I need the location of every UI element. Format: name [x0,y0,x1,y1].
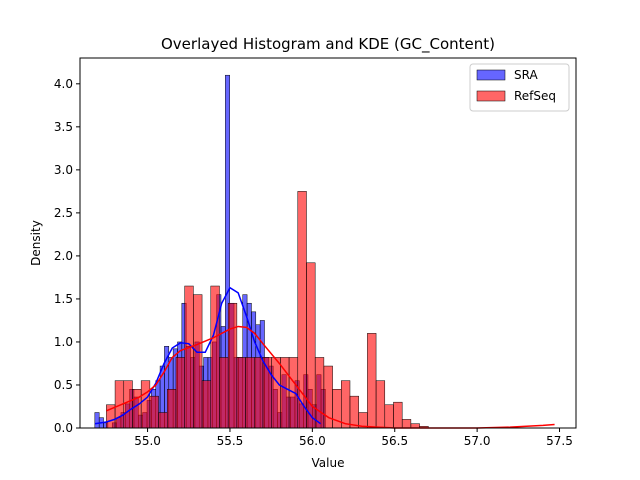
x-axis-label: Value [312,456,345,470]
refseq-bar [401,419,412,429]
y-tick-label: 2.0 [54,249,73,263]
plot-frame [79,57,577,429]
refseq-bar [167,389,177,429]
y-tick-label: 4.0 [54,77,73,91]
y-tick-label: 3.0 [54,163,73,177]
legend-entry-refseq: RefSeq [514,89,556,103]
refseq-bar [219,357,229,429]
legend-entry-sra: SRA [514,68,538,82]
y-axis-ticks: 0.0 0.5 1.0 1.5 2.0 2.5 3.0 3.5 4.0 [54,77,80,435]
refseq-bar [271,357,281,429]
refseq-bar [210,285,220,429]
x-tick-label: 56.5 [381,434,408,448]
refseq-bar [201,380,212,429]
x-axis-ticks: 55.0 55.5 56.0 56.5 57.0 57.5 [134,428,573,448]
x-tick-label: 56.0 [299,434,326,448]
refseq-bar [158,412,168,429]
refseq-bar [227,302,238,429]
y-tick-label: 1.0 [54,335,73,349]
x-tick-label: 57.5 [546,434,573,448]
y-tick-label: 2.5 [54,206,73,220]
x-tick-label: 57.0 [464,434,491,448]
y-axis-label: Density [29,220,43,266]
x-tick-label: 55.0 [134,434,161,448]
legend-swatch [476,90,506,102]
y-tick-label: 0.5 [54,378,73,392]
refseq-bar [280,357,290,429]
refseq-bar [149,395,159,429]
refseq-bar [140,380,151,429]
refseq-bar [393,401,403,429]
refseq-bar [254,357,264,429]
refseq-bar [375,380,386,429]
refseq-bar [349,395,359,429]
histogram-bars [94,74,429,429]
refseq-bar [123,380,133,429]
sra-bar [94,412,100,429]
refseq-bar [341,380,351,429]
legend-swatch [476,69,506,81]
y-tick-label: 3.5 [54,120,73,134]
refseq-bar [306,262,316,429]
refseq-bar [175,357,185,429]
refseq-bar [314,357,325,429]
refseq-bar [236,357,246,429]
refseq-bar [132,389,142,429]
y-tick-label: 0.0 [54,421,73,435]
y-tick-label: 1.5 [54,292,73,306]
refseq-bar [184,285,194,429]
sra-kde-line [94,286,322,425]
refseq-bar [193,294,203,429]
x-tick-label: 55.5 [217,434,244,448]
refseq-bar [367,333,377,429]
legend: SRA RefSeq [469,63,570,112]
chart-title: Overlayed Histogram and KDE (GC_Content) [161,35,495,54]
refseq-bar [384,404,394,429]
refseq-bar [245,357,255,429]
